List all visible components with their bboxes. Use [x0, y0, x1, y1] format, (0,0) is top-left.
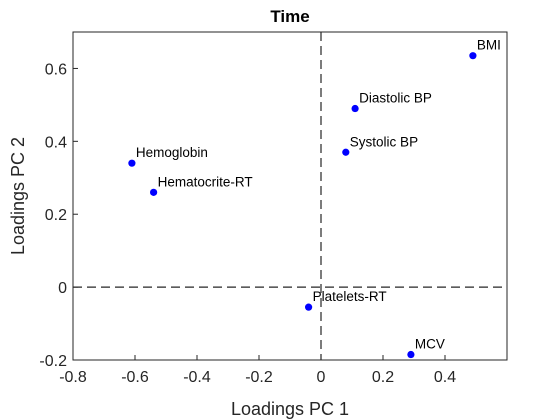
data-point-label: Systolic BP — [350, 134, 418, 149]
x-tick-label: -0.8 — [59, 369, 87, 386]
y-tick-label: 0.2 — [45, 207, 67, 224]
data-point — [342, 148, 350, 156]
x-tick-label: 0.2 — [372, 369, 394, 386]
y-tick-label: 0.4 — [45, 134, 67, 151]
y-axis-title: Loadings PC 2 — [8, 137, 28, 255]
data-point — [150, 188, 158, 196]
x-axis-title: Loadings PC 1 — [231, 399, 349, 419]
x-tick-label: -0.6 — [121, 369, 149, 386]
chart-title: Time — [270, 7, 309, 26]
data-point-label: MCV — [415, 337, 445, 352]
data-point-label: Diastolic BP — [359, 91, 432, 106]
data-point — [351, 104, 359, 113]
plot-area — [73, 32, 507, 360]
y-tick-label: 0 — [58, 280, 67, 297]
y-tick-label: -0.2 — [39, 353, 67, 370]
data-point-label: Hematocrite-RT — [158, 174, 253, 189]
x-tick-label: -0.2 — [245, 369, 273, 386]
data-point-label: Hemoglobin — [136, 145, 208, 160]
data-point — [305, 303, 313, 311]
data-point-label: Platelets-RT — [313, 289, 387, 304]
axes-box — [72, 31, 508, 361]
data-point — [128, 159, 136, 167]
x-tick-label: 0 — [317, 369, 326, 386]
data-point — [407, 350, 415, 359]
data-point-label: BMI — [477, 38, 501, 53]
data-point — [469, 52, 477, 60]
x-tick-label: 0.4 — [434, 369, 456, 386]
x-tick-label: -0.4 — [183, 369, 211, 386]
y-tick-label: 0.6 — [45, 61, 67, 78]
